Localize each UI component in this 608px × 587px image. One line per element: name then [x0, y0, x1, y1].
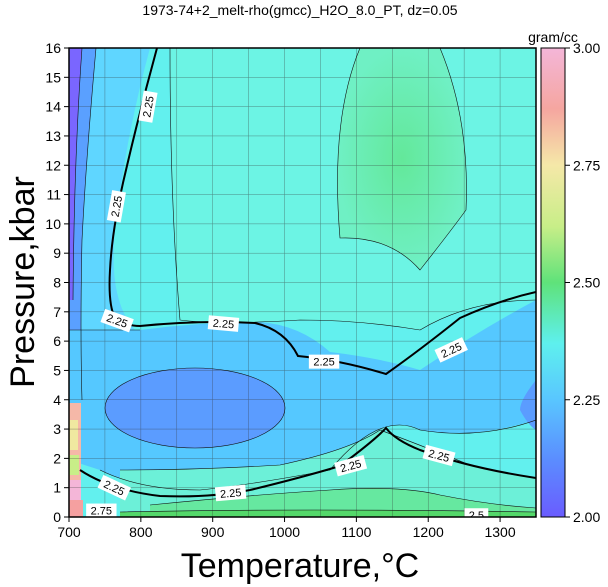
x-tick-label: 1000 — [269, 524, 300, 540]
y-tick-label: 5 — [53, 362, 61, 378]
contour-label-text: 2.75 — [91, 506, 112, 518]
x-tick-label: 1300 — [484, 524, 515, 540]
colorbar-label: gram/cc — [528, 29, 578, 45]
density-region-lower-green — [150, 488, 536, 517]
y-axis-title: Pressure,kbar — [4, 176, 42, 388]
density-region-left-bottom-multicolor — [69, 403, 83, 517]
contour-label-bg — [214, 484, 247, 502]
contour-label-text: 2.5 — [469, 510, 484, 522]
colorbar-gradient — [540, 47, 566, 518]
colorbar-tick-label: 2.75 — [573, 157, 600, 173]
contour-label-bg — [97, 474, 131, 501]
y-tick-label: 15 — [45, 69, 61, 85]
y-tick-label: 2 — [53, 450, 61, 466]
y-tick-label: 4 — [53, 392, 61, 408]
density-region-right-dark — [520, 380, 536, 430]
y-tick-label: 3 — [53, 421, 61, 437]
contour-label: 2.25 — [106, 190, 126, 223]
plot-area: 2.252.252.25 2.252.252.252.252.252.25 2.25… — [69, 48, 536, 522]
x-tick-label: 800 — [129, 524, 153, 540]
x-tick-label: 1100 — [341, 524, 371, 540]
colorbar-tick-label: 2.50 — [573, 275, 600, 291]
contour-label-bg — [100, 308, 134, 333]
contour-label-text: 2.25 — [220, 487, 242, 501]
contour-label-text: 2.25 — [212, 318, 234, 332]
contour-label-bg — [106, 190, 126, 223]
contour-label-bg — [138, 90, 158, 123]
colorbar: gram/cc 2.00 2.25 2.50 2.75 3.00 — [528, 29, 600, 525]
contour-label-text: 2.25 — [339, 458, 363, 475]
density-region-dark-lens — [105, 368, 285, 448]
contour-label-text: 2.25 — [141, 95, 157, 118]
density-region-base-stripe — [120, 510, 536, 517]
contour-label-bg — [308, 354, 340, 369]
contour-label-bg — [86, 503, 117, 517]
contour-label: 2.75 — [86, 503, 117, 518]
contour-label: 2.5 — [464, 508, 489, 522]
x-axis-ticks: 700 800 900 1000 1100 1200 1300 — [57, 517, 516, 540]
contour-labels: 2.252.252.25 2.252.252.252.252.252.25 2.25… — [86, 90, 489, 522]
y-tick-label: 6 — [53, 333, 61, 349]
y-tick-label: 7 — [53, 304, 61, 320]
contour-label-text: 2.25 — [313, 357, 334, 369]
y-tick-label: 12 — [45, 157, 61, 173]
density-region-green-plateau — [337, 48, 467, 270]
colorbar-tick-label: 2.00 — [573, 509, 600, 525]
x-tick-label: 700 — [57, 524, 81, 540]
grid-lines — [69, 48, 536, 517]
chart-title: 1973-74+2_melt-rho(gmcc)_H2O_8.0_PT, dz=… — [142, 2, 457, 18]
y-tick-label: 9 — [53, 245, 61, 261]
contour-label-bg — [207, 315, 240, 332]
y-tick-label: 16 — [45, 40, 61, 56]
x-axis-title: Temperature,°C — [181, 547, 419, 585]
contour-label-bg — [422, 444, 456, 467]
contour-label-bg — [334, 455, 368, 477]
contour-label-text: 2.25 — [427, 448, 451, 465]
y-tick-label: 1 — [53, 480, 61, 496]
y-tick-label: 8 — [53, 275, 61, 291]
x-tick-label: 1200 — [413, 524, 444, 540]
x-tick-label: 900 — [201, 524, 225, 540]
contour-label: 2.25 — [214, 484, 247, 502]
contour-lines-thin — [69, 48, 536, 513]
contour-label-bg — [464, 508, 489, 517]
contour-label: 2.25 — [308, 354, 340, 369]
y-tick-label: 11 — [46, 187, 61, 203]
y-tick-label: 13 — [45, 128, 61, 144]
contour-label-bg — [434, 337, 468, 363]
y-tick-label: 14 — [45, 99, 61, 115]
colorbar-tick-label: 2.25 — [573, 392, 600, 408]
contour-label: 2.25 — [422, 444, 456, 467]
colorbar-tick-label: 3.00 — [573, 40, 600, 56]
colorbar-ticks: 2.00 2.25 2.50 2.75 3.00 — [565, 40, 600, 525]
contour-label-text: 2.25 — [110, 195, 126, 218]
contour-label: 2.25 — [207, 315, 240, 332]
contour-label: 2.25 — [334, 455, 368, 477]
y-tick-label: 0 — [53, 509, 61, 525]
contour-label: 2.25 — [138, 90, 158, 123]
y-tick-label: 10 — [45, 216, 61, 232]
